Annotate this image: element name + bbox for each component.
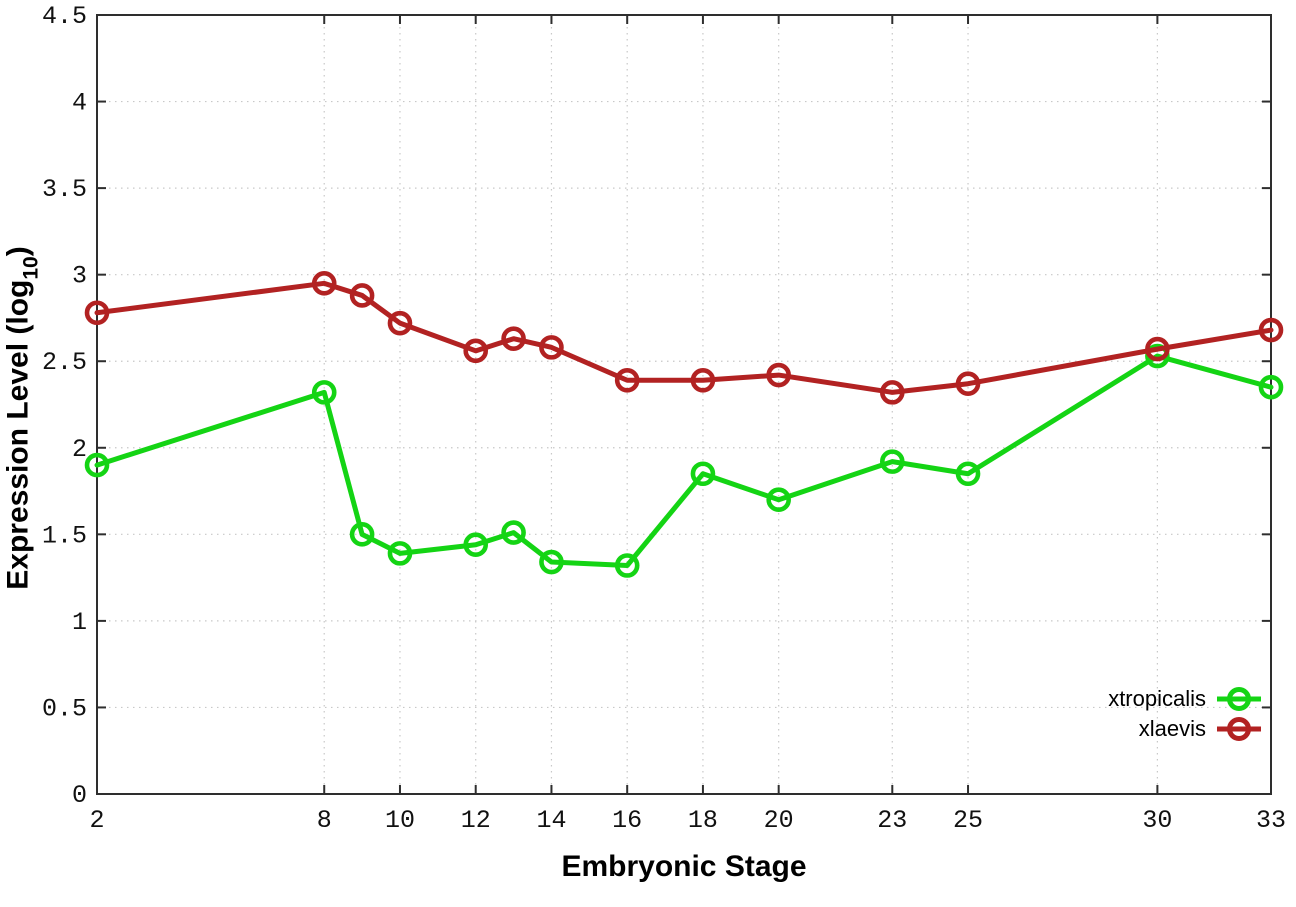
plot-border (96, 14, 1272, 795)
y-tick-label: 1 (72, 608, 87, 637)
legend-label-xlaevis: xlaevis (1138, 716, 1206, 741)
x-tick-label: 14 (536, 806, 566, 835)
y-tick-label: 0.5 (42, 694, 87, 723)
data-point-xlaevis (955, 371, 981, 397)
y-axis-title-suffix: ) (1, 246, 35, 257)
data-point-xlaevis (349, 283, 375, 308)
y-tick-label: 2.5 (42, 348, 87, 377)
y-axis-title: Expression Level (log10) (1, 246, 43, 590)
data-point-xtropicalis (311, 380, 337, 405)
data-point-xlaevis (539, 335, 564, 360)
data-point-xlaevis (879, 380, 905, 405)
data-point-xlaevis (1145, 336, 1170, 362)
legend-item-xlaevis: xlaevis (1108, 714, 1262, 744)
data-point-xtropicalis (349, 522, 375, 547)
x-tick-label: 8 (317, 806, 332, 835)
y-tick-label: 4.5 (42, 2, 87, 31)
x-tick-label: 20 (764, 806, 794, 835)
legend-marker-xlaevis (1217, 717, 1261, 741)
data-point-xlaevis (387, 310, 413, 336)
y-tick-label: 3.5 (42, 175, 87, 204)
x-tick-label: 33 (1256, 806, 1286, 835)
data-point-xtropicalis (501, 520, 526, 545)
data-point-xlaevis (501, 326, 526, 352)
data-point-xlaevis (614, 367, 640, 393)
data-point-xtropicalis (463, 532, 489, 558)
data-point-xlaevis (690, 367, 716, 393)
legend-point-sample (1227, 717, 1251, 741)
series-line-xtropicalis (94, 353, 1274, 568)
y-tick-label: 0 (72, 781, 87, 810)
x-tick-label: 2 (89, 806, 104, 835)
data-point-xtropicalis (84, 452, 110, 478)
y-axis-title-subscript: 10 (19, 256, 43, 280)
data-point-xtropicalis (614, 553, 640, 578)
x-tick-label: 25 (953, 806, 983, 835)
y-tick-label: 2 (72, 435, 87, 464)
y-tick-label: 4 (72, 89, 87, 118)
data-point-xtropicalis (1258, 374, 1284, 400)
data-point-xlaevis (84, 300, 110, 326)
y-tick-label: 1.5 (42, 521, 87, 550)
data-point-xtropicalis (879, 449, 905, 474)
legend-item-xtropicalis: xtropicalis (1108, 684, 1262, 714)
data-point-xtropicalis (387, 541, 413, 566)
x-tick-label: 12 (461, 806, 491, 835)
data-point-xtropicalis (766, 487, 791, 513)
x-tick-label: 30 (1142, 806, 1172, 835)
legend-point-sample (1227, 687, 1251, 711)
data-point-xlaevis (311, 271, 337, 296)
data-point-xlaevis (1258, 317, 1284, 343)
data-point-xtropicalis (955, 461, 981, 487)
x-tick-label: 16 (612, 806, 642, 835)
y-axis-title-text: Expression Level (log (1, 279, 35, 590)
x-tick-label: 18 (688, 806, 718, 835)
x-tick-label: 10 (385, 806, 415, 835)
data-point-xlaevis (463, 338, 489, 364)
y-tick-label: 3 (72, 262, 87, 291)
data-point-xtropicalis (539, 549, 564, 575)
chart-legend: xtropicalis xlaevis (1108, 684, 1262, 744)
data-point-xlaevis (766, 362, 791, 388)
x-tick-label: 23 (877, 806, 907, 835)
legend-label-xtropicalis: xtropicalis (1108, 686, 1206, 711)
data-point-xtropicalis (690, 461, 716, 487)
x-axis-title: Embryonic Stage (561, 850, 807, 883)
legend-marker-xtropicalis (1217, 687, 1261, 711)
series-line-xlaevis (94, 280, 1274, 395)
